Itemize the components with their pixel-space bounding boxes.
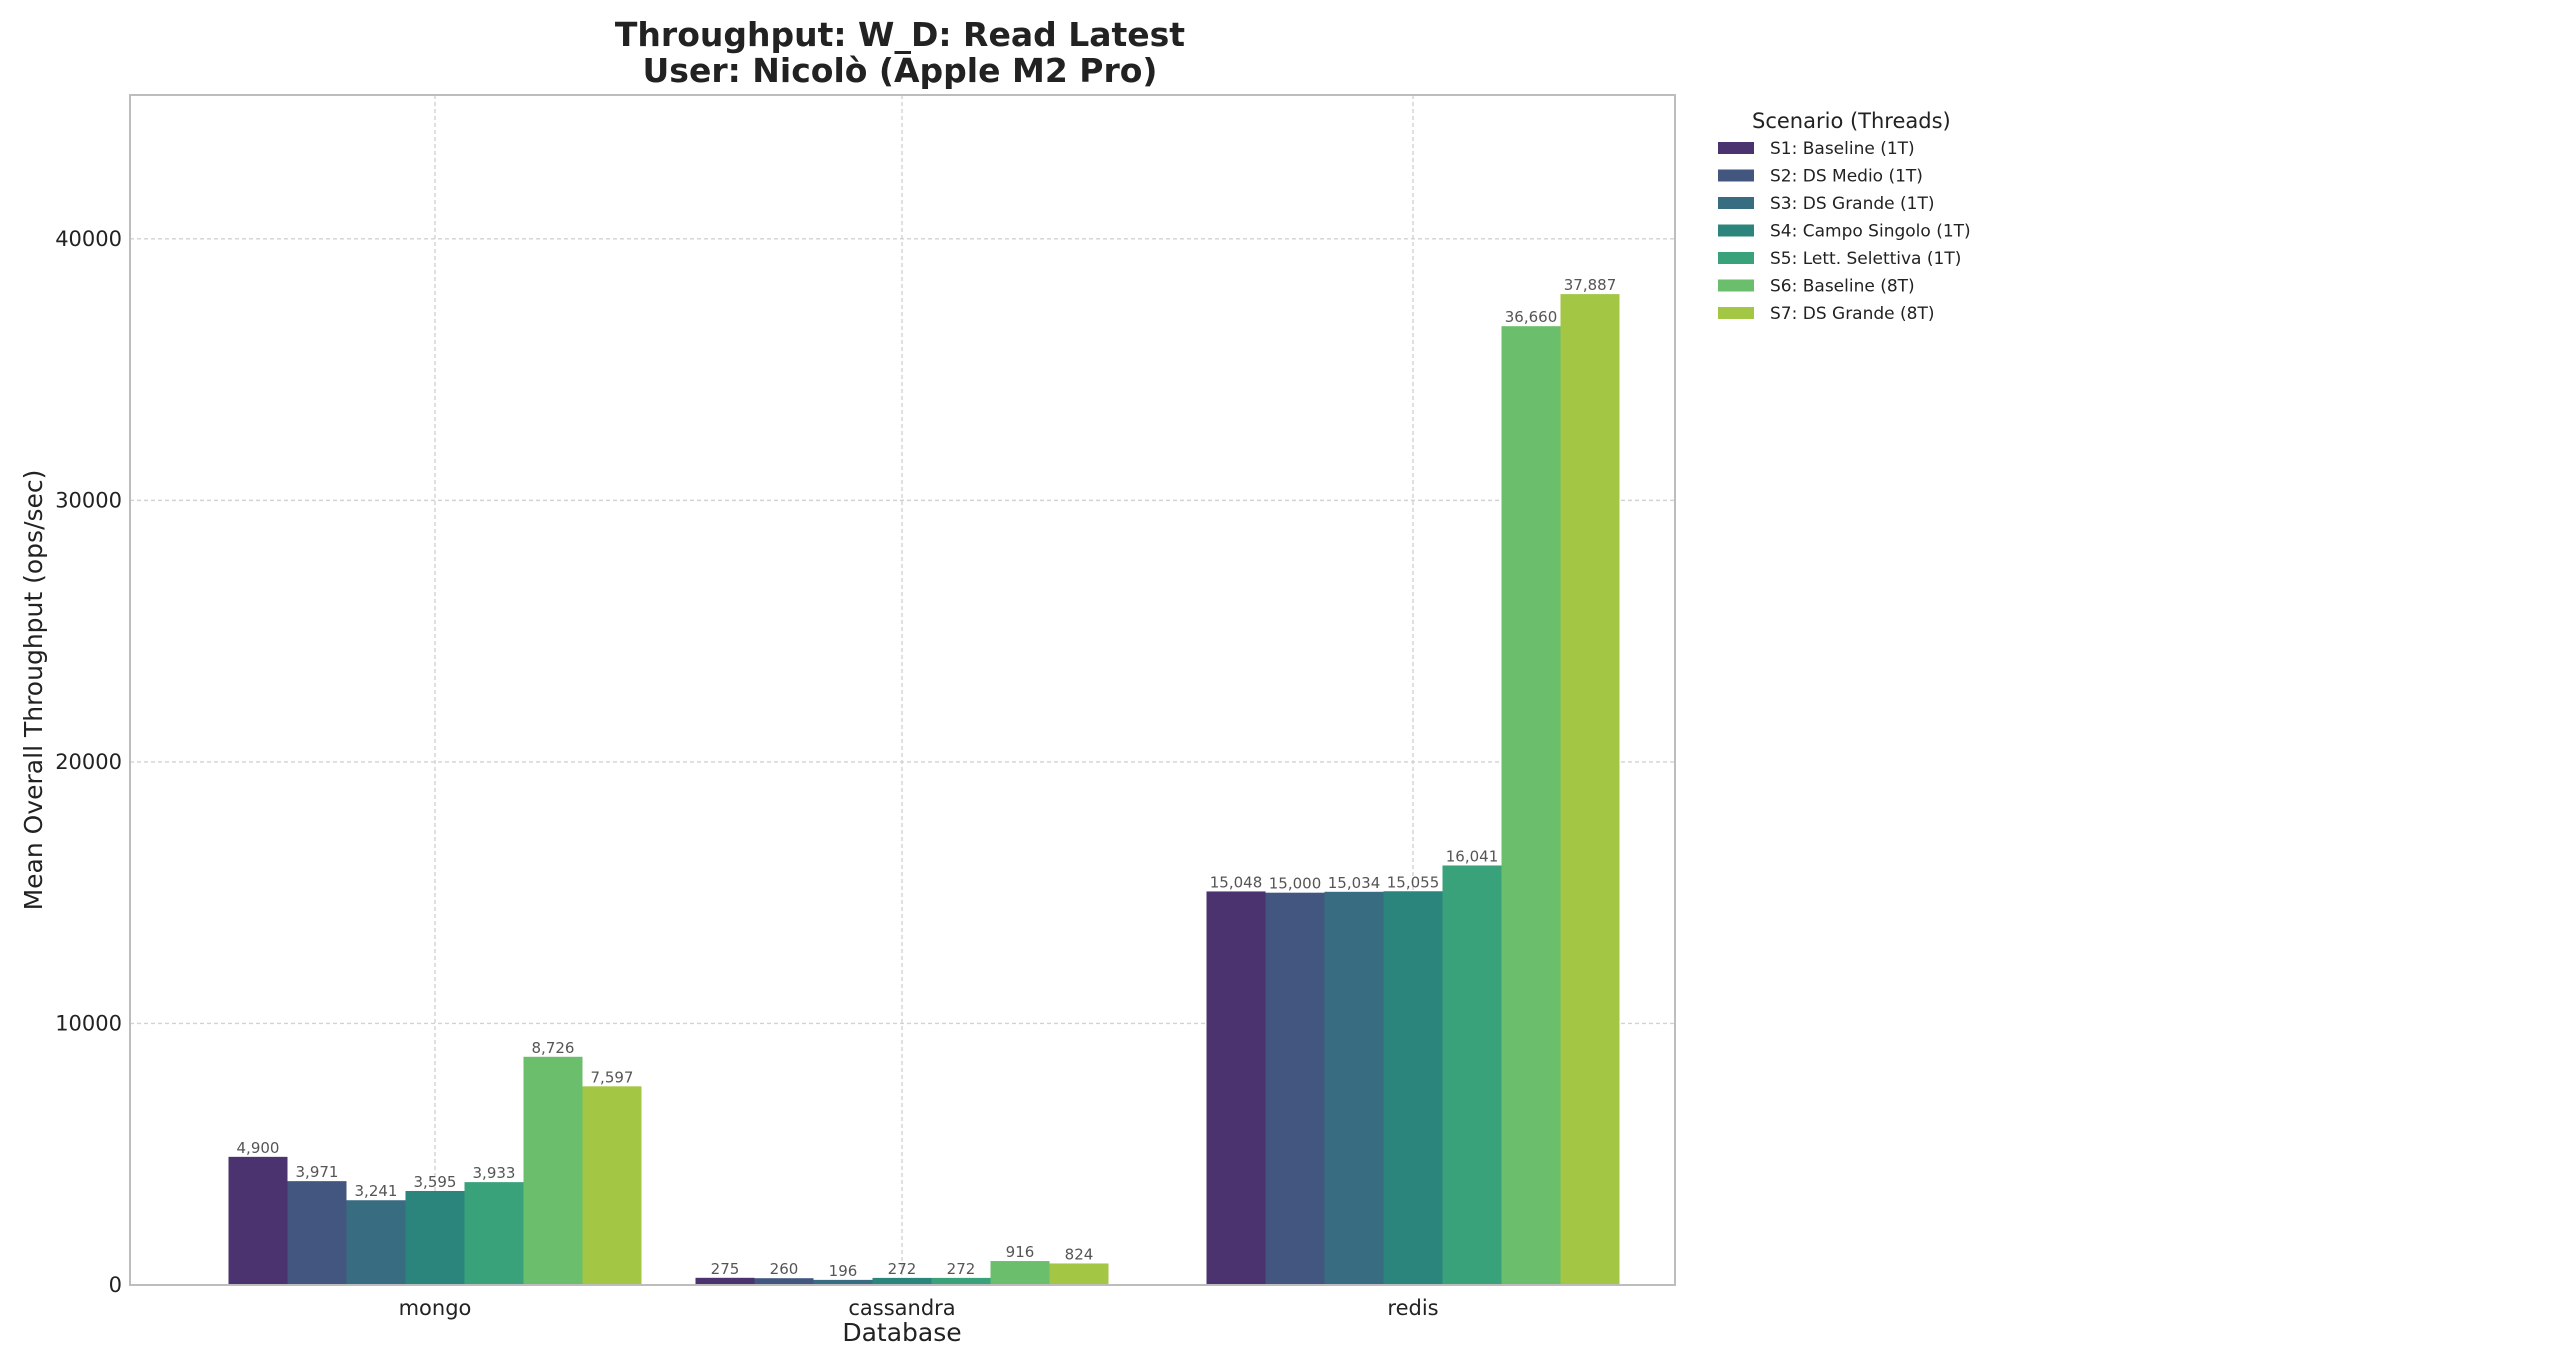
bar [872, 1277, 932, 1285]
bar [1265, 892, 1325, 1285]
bar-value-label: 3,971 [296, 1163, 339, 1181]
legend-label: S5: Lett. Selettiva (1T) [1770, 249, 1961, 269]
y-tick-label: 0 [109, 1273, 122, 1297]
legend-label: S3: DS Grande (1T) [1770, 194, 1935, 214]
x-axis-label: Database [842, 1318, 961, 1347]
x-tick-label: redis [1387, 1296, 1438, 1320]
bar [1560, 294, 1620, 1285]
bar-value-label: 4,900 [237, 1139, 280, 1157]
legend-swatch [1718, 169, 1754, 182]
x-tick-label: mongo [399, 1296, 472, 1320]
bar-value-label: 824 [1065, 1245, 1094, 1263]
y-axis-ticks: 0 10000 20000 30000 40000 [55, 227, 122, 1297]
chart-title-line-1: Throughput: W_D: Read Latest [615, 15, 1185, 54]
bar-value-label: 3,595 [414, 1173, 457, 1191]
legend-swatch [1718, 252, 1754, 264]
bar-value-label: 15,055 [1387, 873, 1440, 891]
legend-label: S7: DS Grande (8T) [1770, 304, 1935, 324]
bar [1442, 865, 1502, 1285]
bar-value-label: 36,660 [1505, 308, 1558, 326]
bar [228, 1156, 288, 1285]
legend-swatch [1718, 279, 1754, 292]
bar [1324, 891, 1384, 1285]
bar [523, 1056, 583, 1285]
legend: Scenario (Threads) S1: Baseline (1T) S2: … [1718, 109, 1971, 324]
bar-value-label: 275 [711, 1260, 740, 1278]
bar [990, 1261, 1050, 1285]
legend-title: Scenario (Threads) [1752, 109, 1951, 133]
bar [695, 1277, 755, 1285]
y-tick-label: 30000 [55, 488, 122, 512]
legend-label: S4: Campo Singolo (1T) [1770, 222, 1971, 242]
bar-value-label: 916 [1006, 1243, 1035, 1261]
bar [1383, 891, 1443, 1285]
bar [1206, 891, 1266, 1285]
bar [287, 1181, 347, 1285]
x-tick-label: cassandra [848, 1296, 955, 1320]
bar-value-label: 272 [888, 1260, 917, 1278]
legend-swatch [1718, 307, 1754, 319]
data-labels: 4,900 275 15,048 3,971 260 15,000 3,241 196 15,0… [237, 276, 1617, 1280]
bar-value-label: 16,041 [1446, 847, 1499, 865]
bar [346, 1200, 406, 1285]
bar [754, 1278, 814, 1285]
bars [228, 294, 1620, 1285]
bar [464, 1182, 524, 1285]
bar-value-label: 272 [947, 1260, 976, 1278]
bar-value-label: 15,034 [1328, 874, 1381, 892]
legend-label: S6: Baseline (8T) [1770, 277, 1915, 297]
bar-value-label: 7,597 [591, 1068, 634, 1086]
bar-value-label: 260 [770, 1260, 799, 1278]
bar-value-label: 15,048 [1210, 873, 1263, 891]
bar [1049, 1263, 1109, 1285]
y-axis-label: Mean Overall Throughput (ops/sec) [19, 470, 48, 911]
chart-title-line-2: User: Nicolò (Apple M2 Pro) [643, 51, 1158, 90]
bar [582, 1086, 642, 1285]
legend-swatch [1718, 224, 1754, 237]
y-tick-label: 40000 [55, 227, 122, 251]
bar-value-label: 15,000 [1269, 875, 1322, 893]
y-tick-label: 10000 [55, 1011, 122, 1035]
bar-value-label: 8,726 [532, 1039, 575, 1057]
bar [931, 1277, 991, 1285]
bar [813, 1279, 873, 1285]
bar [405, 1190, 465, 1285]
bar-value-label: 3,241 [355, 1182, 398, 1200]
legend-label: S2: DS Medio (1T) [1770, 167, 1923, 187]
bar [1501, 326, 1561, 1285]
x-axis-ticks: mongo cassandra redis [399, 1296, 1439, 1320]
bar-value-label: 37,887 [1564, 276, 1617, 294]
legend-label: S1: Baseline (1T) [1770, 139, 1915, 159]
legend-swatch [1718, 142, 1754, 154]
plot-area-frame [129, 94, 1676, 1286]
bar-value-label: 3,933 [473, 1164, 516, 1182]
y-tick-label: 20000 [55, 750, 122, 774]
legend-items: S1: Baseline (1T) S2: DS Medio (1T) S3: DS… [1718, 139, 1971, 324]
bar-value-label: 196 [829, 1262, 858, 1280]
legend-swatch [1718, 197, 1754, 209]
